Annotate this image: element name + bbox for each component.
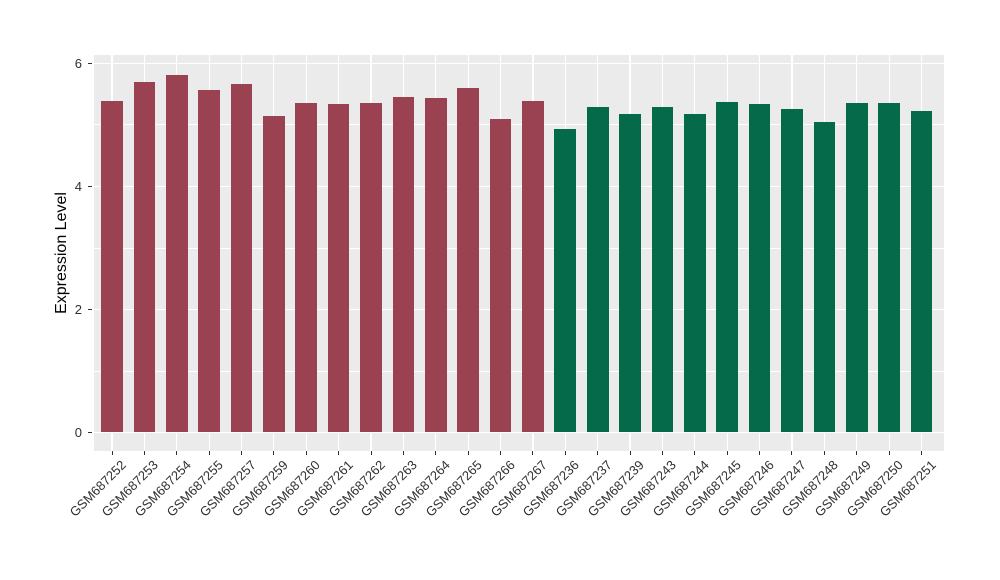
- bar-GSM687249: [845, 102, 868, 433]
- x-tick: [435, 450, 437, 455]
- bar-GSM687257: [230, 84, 253, 433]
- y-axis-title: Expression Level: [53, 191, 70, 314]
- y-tick: [88, 185, 92, 187]
- x-tick: [597, 450, 599, 455]
- gridline-minor: [93, 124, 944, 126]
- bar-GSM687252: [101, 100, 123, 433]
- x-tick: [629, 450, 631, 455]
- bar-GSM687247: [781, 109, 803, 433]
- bar-GSM687243: [651, 106, 674, 433]
- bar-GSM687263: [392, 97, 415, 433]
- bar-GSM687246: [748, 103, 771, 433]
- y-tick: [88, 308, 92, 310]
- bar-GSM687265: [457, 88, 480, 433]
- x-tick: [176, 450, 178, 455]
- bar-GSM687251: [910, 110, 933, 433]
- bar-GSM687248: [813, 122, 836, 433]
- x-tick: [370, 450, 372, 455]
- gridline-major: [93, 62, 944, 64]
- y-tick: [88, 432, 92, 433]
- bar-GSM687244: [683, 114, 706, 433]
- y-tick-label: 6: [74, 55, 82, 71]
- bar-GSM687239: [619, 113, 641, 433]
- x-tick: [694, 450, 696, 455]
- bar-GSM687262: [360, 103, 382, 433]
- bar-GSM687236: [554, 129, 577, 433]
- x-tick: [921, 450, 922, 455]
- x-tick: [500, 450, 502, 455]
- gridline-major: [93, 308, 944, 310]
- gridline-minor: [93, 247, 944, 249]
- y-tick-label: 2: [74, 301, 82, 317]
- bar-GSM687250: [878, 103, 900, 433]
- bar-GSM687264: [424, 98, 447, 433]
- bar-GSM687260: [295, 103, 318, 433]
- bar-GSM687255: [198, 90, 220, 433]
- x-tick: [208, 450, 210, 455]
- y-tick-label: 4: [74, 178, 82, 194]
- bar-GSM687261: [327, 104, 350, 433]
- x-tick: [402, 450, 404, 455]
- y-tick-label: 0: [74, 425, 82, 440]
- x-tick: [305, 450, 307, 455]
- x-tick: [888, 450, 890, 455]
- x-tick: [726, 450, 728, 455]
- bar-GSM687253: [133, 82, 156, 433]
- plot-panel: [93, 55, 944, 451]
- gridline-minor: [93, 370, 944, 372]
- x-tick: [564, 450, 566, 455]
- gridline-major: [93, 185, 944, 187]
- x-tick: [241, 450, 243, 455]
- bar-GSM687267: [522, 101, 544, 433]
- x-tick: [111, 450, 113, 455]
- bar-GSM687237: [586, 106, 609, 433]
- x-tick: [759, 450, 761, 455]
- y-tick: [88, 62, 92, 64]
- x-tick: [143, 450, 145, 455]
- x-tick: [856, 450, 858, 455]
- x-tick: [661, 450, 663, 455]
- gridline-major: [93, 431, 944, 434]
- x-tick: [338, 450, 340, 455]
- bar-GSM687254: [165, 74, 188, 433]
- bar-GSM687245: [716, 101, 739, 433]
- x-tick: [823, 450, 825, 455]
- x-tick: [273, 450, 275, 455]
- x-tick: [532, 450, 534, 455]
- x-tick: [791, 450, 793, 455]
- x-tick: [467, 450, 469, 455]
- bar-GSM687259: [263, 115, 285, 433]
- bar-GSM687266: [489, 119, 512, 433]
